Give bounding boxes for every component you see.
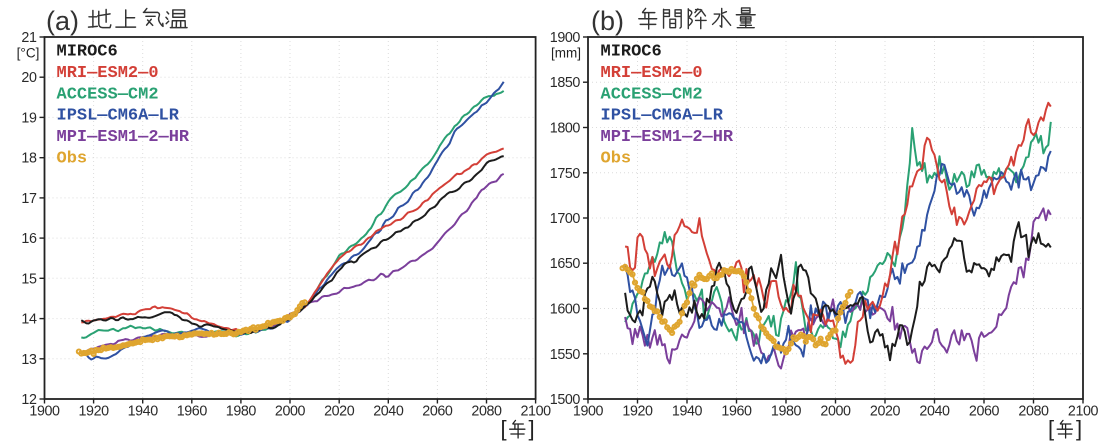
svg-text:Obs: Obs (57, 150, 88, 169)
svg-text:ACCESS—CM2: ACCESS—CM2 (601, 85, 703, 104)
svg-text:1940: 1940 (672, 404, 703, 420)
svg-text:1850: 1850 (550, 75, 581, 91)
svg-text:IPSL—CM6A—LR: IPSL—CM6A—LR (57, 107, 180, 126)
svg-text:(a): (a) (46, 6, 79, 36)
svg-text:MPI—ESM1—2—HR: MPI—ESM1—2—HR (57, 128, 190, 147)
svg-text:2000: 2000 (820, 404, 851, 420)
svg-text:2040: 2040 (373, 404, 404, 420)
svg-text:12: 12 (21, 392, 37, 408)
svg-text:2060: 2060 (422, 404, 453, 420)
svg-text:IPSL—CM6A—LR: IPSL—CM6A—LR (601, 107, 724, 126)
svg-text:2100: 2100 (1068, 404, 1099, 420)
svg-text:2100: 2100 (520, 404, 551, 420)
svg-text:[°C]: [°C] (17, 46, 40, 61)
svg-text:15: 15 (21, 271, 37, 287)
svg-text:17: 17 (21, 191, 37, 207)
svg-text:1500: 1500 (550, 392, 581, 408)
svg-text:2020: 2020 (324, 404, 355, 420)
svg-text:]: ] (1076, 416, 1082, 441)
svg-text:MRI—ESM2—0: MRI—ESM2—0 (57, 64, 159, 83)
svg-text:1650: 1650 (550, 256, 581, 272)
svg-text:]: ] (529, 416, 535, 441)
svg-text:1960: 1960 (721, 404, 752, 420)
svg-text:2040: 2040 (919, 404, 950, 420)
svg-text:1900: 1900 (550, 30, 581, 46)
svg-text:21: 21 (21, 30, 37, 46)
svg-text:1960: 1960 (177, 404, 208, 420)
svg-text:2000: 2000 (275, 404, 306, 420)
svg-text:14: 14 (21, 312, 37, 328)
svg-text:2080: 2080 (1018, 404, 1049, 420)
svg-text:1750: 1750 (550, 166, 581, 182)
svg-text:2060: 2060 (969, 404, 1000, 420)
svg-text:[: [ (1048, 416, 1054, 441)
svg-text:1900: 1900 (573, 404, 604, 420)
svg-text:1700: 1700 (550, 211, 581, 227)
svg-text:[mm]: [mm] (551, 46, 581, 61)
svg-text:1900: 1900 (29, 404, 60, 420)
svg-text:MPI—ESM1—2—HR: MPI—ESM1—2—HR (601, 128, 734, 147)
svg-text:13: 13 (21, 352, 37, 368)
svg-text:1920: 1920 (622, 404, 653, 420)
svg-text:Obs: Obs (601, 150, 632, 169)
svg-text:(b): (b) (591, 6, 624, 36)
svg-text:19: 19 (21, 110, 37, 126)
svg-text:18: 18 (21, 151, 37, 167)
svg-text:1980: 1980 (226, 404, 257, 420)
svg-text:[: [ (501, 416, 507, 441)
svg-text:2080: 2080 (471, 404, 502, 420)
svg-text:1920: 1920 (78, 404, 109, 420)
svg-text:1550: 1550 (550, 347, 581, 363)
svg-text:ACCESS—CM2: ACCESS—CM2 (57, 85, 159, 104)
svg-text:16: 16 (21, 231, 37, 247)
svg-text:1800: 1800 (550, 121, 581, 137)
svg-text:1600: 1600 (550, 302, 581, 318)
svg-text:MRI—ESM2—0: MRI—ESM2—0 (601, 64, 703, 83)
svg-text:MIROC6: MIROC6 (601, 43, 662, 62)
svg-text:20: 20 (21, 70, 37, 86)
svg-text:MIROC6: MIROC6 (57, 43, 118, 62)
svg-text:2020: 2020 (870, 404, 901, 420)
svg-text:1940: 1940 (128, 404, 159, 420)
svg-text:1980: 1980 (771, 404, 802, 420)
